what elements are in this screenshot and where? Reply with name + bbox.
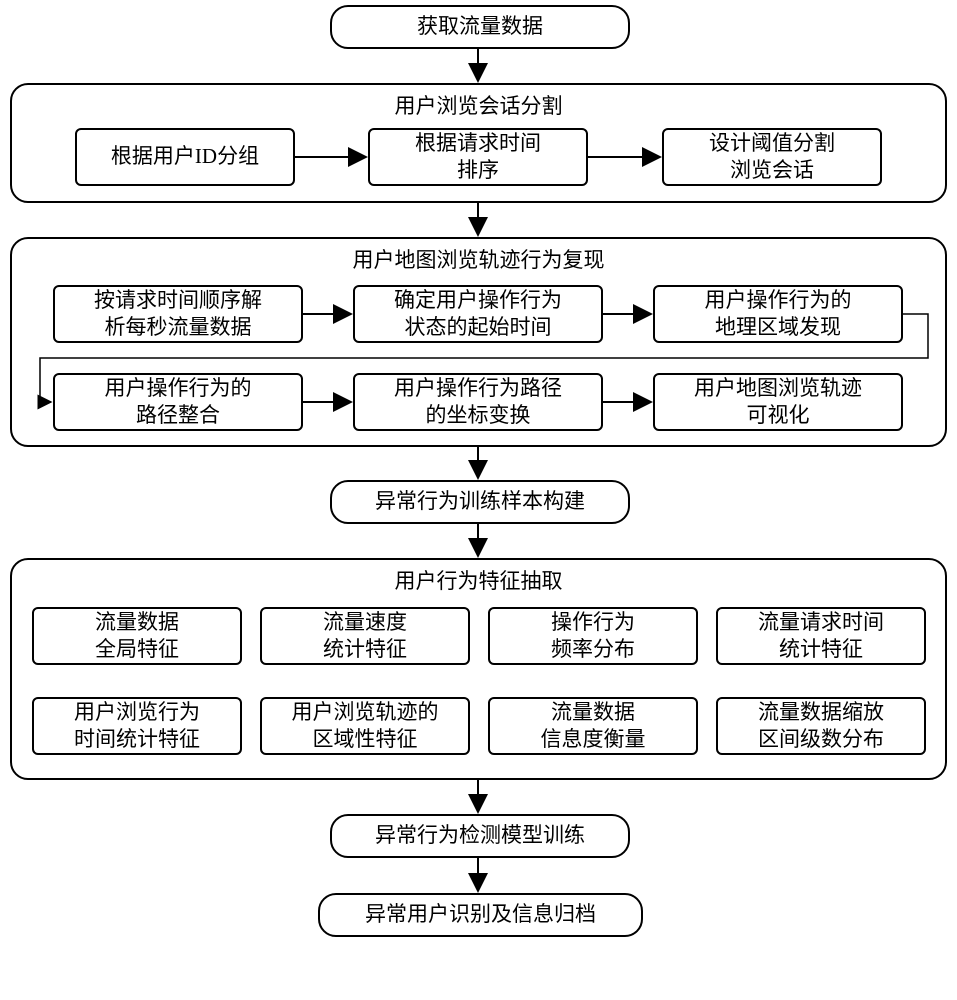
node-threshold-split: 设计阈值分割 浏览会话 [662,128,882,186]
node-region-feat: 用户浏览轨迹的 区域性特征 [260,697,470,755]
node-label: 获取流量数据 [417,13,543,40]
node-acquire-data: 获取流量数据 [330,5,630,49]
node-zoom-dist: 流量数据缩放 区间级数分布 [716,697,926,755]
node-label: 用户操作行为的 路径整合 [105,375,252,430]
node-label: 按请求时间顺序解 析每秒流量数据 [94,287,262,342]
node-label: 根据请求时间 排序 [415,130,541,185]
node-label: 异常行为检测模型训练 [375,822,585,849]
node-label: 用户浏览行为 时间统计特征 [74,699,200,754]
node-req-time-feat: 流量请求时间 统计特征 [716,607,926,665]
section-title: 用户地图浏览轨迹行为复现 [12,247,945,274]
node-label: 设计阈值分割 浏览会话 [709,130,835,185]
node-label: 异常用户识别及信息归档 [365,901,596,928]
node-coord-transform: 用户操作行为路径 的坐标变换 [353,373,603,431]
node-label: 确定用户操作行为 状态的起始时间 [394,287,562,342]
node-label: 用户浏览轨迹的 区域性特征 [292,699,439,754]
node-speed-feat: 流量速度 统计特征 [260,607,470,665]
node-model-train: 异常行为检测模型训练 [330,814,630,858]
node-final: 异常用户识别及信息归档 [318,893,643,937]
node-parse-per-sec: 按请求时间顺序解 析每秒流量数据 [53,285,303,343]
node-sample-construct: 异常行为训练样本构建 [330,480,630,524]
section-title: 用户浏览会话分割 [12,93,945,120]
node-global-feat: 流量数据 全局特征 [32,607,242,665]
node-visualize: 用户地图浏览轨迹 可视化 [653,373,903,431]
node-label: 流量速度 统计特征 [323,609,407,664]
node-label: 用户操作行为路径 的坐标变换 [394,375,562,430]
node-label: 流量数据 信息度衡量 [541,699,646,754]
node-label: 流量数据缩放 区间级数分布 [758,699,884,754]
node-freq-dist: 操作行为 频率分布 [488,607,698,665]
node-state-start-time: 确定用户操作行为 状态的起始时间 [353,285,603,343]
node-label: 异常行为训练样本构建 [375,488,585,515]
node-label: 用户地图浏览轨迹 可视化 [694,375,862,430]
node-sort-by-time: 根据请求时间 排序 [368,128,588,186]
node-label: 用户操作行为的 地理区域发现 [705,287,852,342]
node-label: 流量请求时间 统计特征 [758,609,884,664]
node-group-by-id: 根据用户ID分组 [75,128,295,186]
node-geo-region: 用户操作行为的 地理区域发现 [653,285,903,343]
section-title: 用户行为特征抽取 [12,568,945,595]
node-label: 根据用户ID分组 [111,143,259,170]
node-info-measure: 流量数据 信息度衡量 [488,697,698,755]
node-browse-time-feat: 用户浏览行为 时间统计特征 [32,697,242,755]
node-path-merge: 用户操作行为的 路径整合 [53,373,303,431]
node-label: 操作行为 频率分布 [551,609,635,664]
node-label: 流量数据 全局特征 [95,609,179,664]
